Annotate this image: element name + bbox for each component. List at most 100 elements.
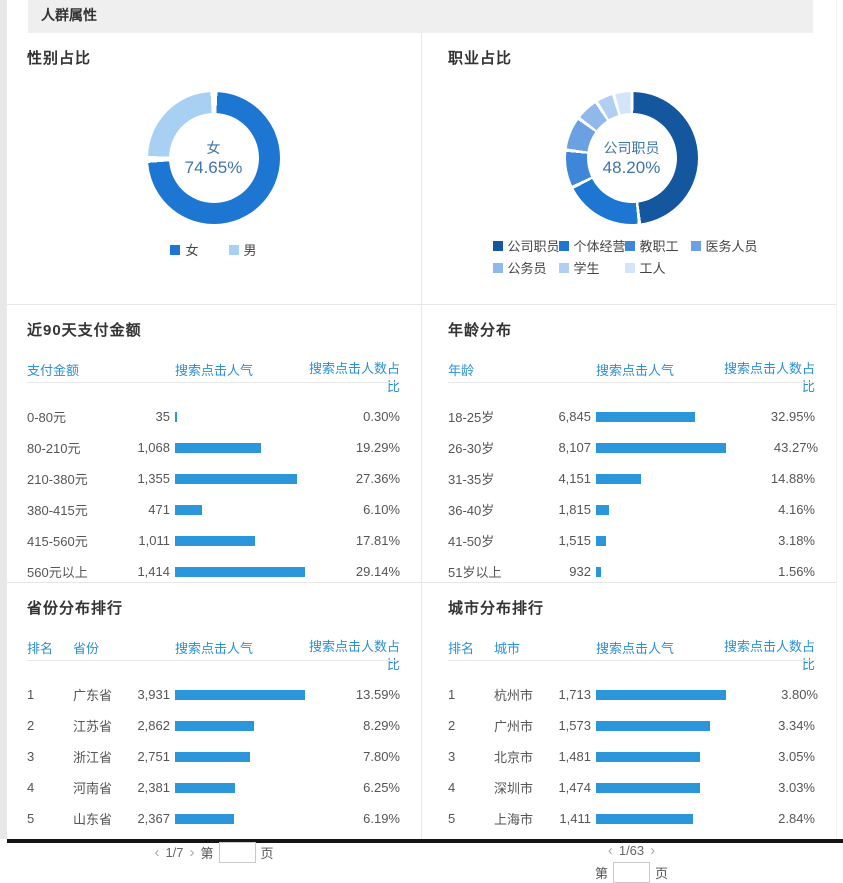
rank-cell: 1 xyxy=(27,687,35,702)
bar-cell xyxy=(596,813,723,824)
table-row: 380-415元 471 6.10% xyxy=(27,494,400,525)
legend-label: 男 xyxy=(243,243,257,258)
column-header-label[interactable]: 支付金额 xyxy=(27,363,80,378)
rank-cell: 1 xyxy=(448,687,456,702)
column-header-label[interactable]: 城市 xyxy=(494,641,521,656)
column-header-percent[interactable]: 搜索点击人数占比 xyxy=(723,361,815,394)
bar-cell xyxy=(175,535,308,546)
category-cell: 380-415元 xyxy=(27,503,88,518)
column-header-percent[interactable]: 搜索点击人数占比 xyxy=(308,639,400,672)
popularity-cell: 1,713 xyxy=(558,687,591,702)
legend-swatch xyxy=(170,244,181,255)
percent-cell: 6.25% xyxy=(363,780,400,795)
legend-item-1[interactable]: 女 xyxy=(170,240,199,259)
popularity-cell: 1,474 xyxy=(558,780,591,795)
bar-cell xyxy=(175,689,308,700)
pagination: ‹ 1/63 › 第页 xyxy=(448,842,815,883)
legend-item-4[interactable]: 医务人员 xyxy=(690,236,757,255)
column-header-popularity[interactable]: 搜索点击人气 xyxy=(175,363,254,378)
column-header-popularity[interactable]: 搜索点击人气 xyxy=(175,641,254,656)
popularity-cell: 1,573 xyxy=(558,718,591,733)
popularity-cell: 4,151 xyxy=(558,471,591,486)
category-cell: 广东省 xyxy=(73,688,113,703)
column-header-rank[interactable]: 排名 xyxy=(448,641,475,656)
page-indicator: 1/63 xyxy=(618,843,645,858)
popularity-bar xyxy=(175,751,250,762)
percent-cell: 32.95% xyxy=(770,409,815,424)
page-number-input[interactable] xyxy=(613,862,650,883)
bar-cell xyxy=(175,504,308,515)
category-cell: 河南省 xyxy=(73,781,113,796)
popularity-cell: 2,367 xyxy=(137,811,170,826)
legend-item-3[interactable]: 教职工 xyxy=(624,236,691,255)
gender-donut-chart[interactable] xyxy=(147,92,280,224)
column-header-label[interactable]: 省份 xyxy=(73,641,100,656)
column-header-popularity[interactable]: 搜索点击人气 xyxy=(596,363,675,378)
popularity-cell: 1,411 xyxy=(559,811,591,826)
table-row: 51岁以上 932 1.56% xyxy=(448,556,815,587)
legend-item-7[interactable]: 工人 xyxy=(624,258,691,277)
legend-item-5[interactable]: 公务员 xyxy=(492,258,559,277)
section-header-band: 人群属性 xyxy=(28,0,813,33)
pagination-jump: 第页 xyxy=(595,862,668,883)
category-cell: 415-560元 xyxy=(27,534,88,549)
province-section-title: 省份分布排行 xyxy=(27,600,124,617)
table-header-row: 排名 省份 搜索点击人气 搜索点击人数占比 xyxy=(27,638,400,674)
jump-suffix-label: 页 xyxy=(260,846,274,861)
popularity-cell: 8,107 xyxy=(558,440,591,455)
bar-cell xyxy=(175,442,308,453)
gender-donut-center-label: 女 74.65% xyxy=(184,140,243,177)
table-row: 31-35岁 4,151 14.88% xyxy=(448,463,815,494)
table-row: 80-210元 1,068 19.29% xyxy=(27,432,400,463)
column-header-label[interactable]: 年龄 xyxy=(448,363,475,378)
legend-label: 女 xyxy=(185,243,199,258)
table-row: 41-50岁 1,515 3.18% xyxy=(448,525,815,556)
occupation-panel: 职业占比 公司职员 48.20% 公司职员 个体经营 教职工 医务人员 公务员 学生 工人 xyxy=(422,33,836,304)
percent-cell: 0.30% xyxy=(363,409,400,424)
category-cell: 41-50岁 xyxy=(448,534,495,549)
table-row: 18-25岁 6,845 32.95% xyxy=(448,401,815,432)
percent-cell: 6.10% xyxy=(363,502,400,517)
column-header-percent[interactable]: 搜索点击人数占比 xyxy=(308,361,400,394)
jump-prefix-label: 第 xyxy=(594,866,608,881)
category-cell: 80-210元 xyxy=(27,441,81,456)
bar-cell xyxy=(596,442,726,453)
prev-page-icon[interactable]: ‹ xyxy=(154,844,160,861)
category-cell: 杭州市 xyxy=(494,688,534,703)
rank-cell: 5 xyxy=(27,811,35,826)
legend-label: 个体经营 xyxy=(573,239,625,254)
table-row: 5 上海市 1,411 2.84% xyxy=(448,803,815,834)
bottom-scrollbar[interactable] xyxy=(7,839,843,843)
popularity-cell: 1,355 xyxy=(137,471,170,486)
legend-item-1[interactable]: 公司职员 xyxy=(492,236,559,255)
rank-cell: 2 xyxy=(448,718,456,733)
legend-item-2[interactable]: 男 xyxy=(228,240,257,259)
percent-cell: 3.18% xyxy=(778,533,815,548)
legend-item-6[interactable]: 学生 xyxy=(558,258,625,277)
column-header-percent[interactable]: 搜索点击人数占比 xyxy=(723,639,815,672)
category-cell: 江苏省 xyxy=(73,719,113,734)
bar-cell xyxy=(596,751,723,762)
occupation-donut-chart[interactable] xyxy=(565,92,698,224)
rank-cell: 4 xyxy=(27,780,35,795)
percent-cell: 43.27% xyxy=(773,440,818,455)
table-header-cell: 排名 省份 xyxy=(27,638,175,657)
legend-item-2[interactable]: 个体经营 xyxy=(558,236,625,255)
page-right-hairline xyxy=(836,0,837,839)
table-row: 1 广东省 3,931 13.59% xyxy=(27,679,400,710)
category-cell: 36-40岁 xyxy=(448,503,495,518)
bar-cell xyxy=(596,473,723,484)
page-number-input[interactable] xyxy=(218,842,256,863)
payment-table: 支付金额 搜索点击人气 搜索点击人数占比 0-80元 35 0.30% 80-210元 1,0… xyxy=(27,360,400,587)
percent-cell: 29.14% xyxy=(355,564,400,579)
column-header-popularity[interactable]: 搜索点击人气 xyxy=(596,641,675,656)
category-cell: 山东省 xyxy=(73,812,113,827)
legend-label: 教职工 xyxy=(639,239,679,254)
table-row: 2 广州市 1,573 3.34% xyxy=(448,710,815,741)
category-cell: 51岁以上 xyxy=(448,565,502,580)
popularity-bar xyxy=(596,535,606,546)
next-page-icon[interactable]: › xyxy=(189,844,195,861)
popularity-bar xyxy=(175,411,177,422)
legend-label: 工人 xyxy=(639,261,666,276)
column-header-rank[interactable]: 排名 xyxy=(27,641,54,656)
